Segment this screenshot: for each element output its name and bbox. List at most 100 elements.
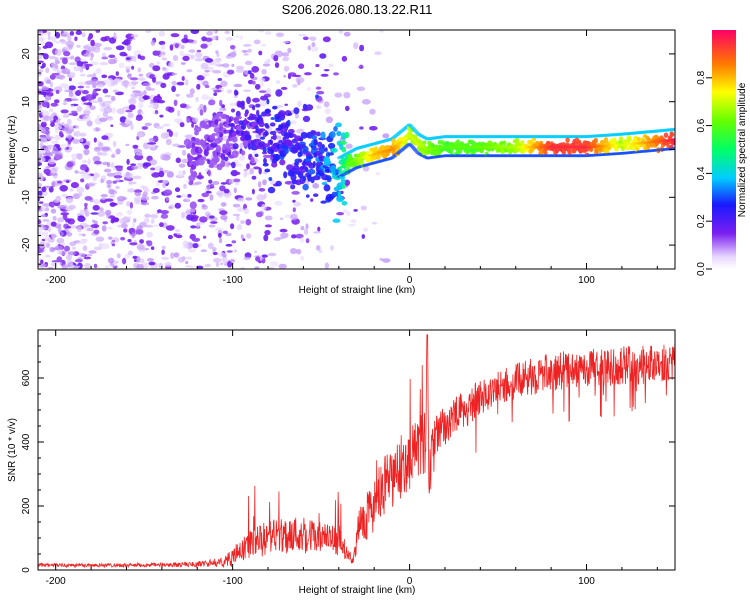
spectrogram-noise-blob xyxy=(40,31,44,37)
spectrogram-ridge-cell xyxy=(215,156,219,163)
spectrogram-ridge-cell xyxy=(302,175,307,182)
spectrogram-noise-blob xyxy=(70,98,79,101)
spectrogram-noise-blob xyxy=(66,232,73,237)
spectrogram-ridge-cell xyxy=(313,138,318,146)
spectrogram-noise-blob xyxy=(54,60,61,64)
spectrogram-noise-blob xyxy=(186,214,195,221)
spectrogram-noise-blob xyxy=(257,181,262,188)
spectrogram-noise-blob xyxy=(51,72,60,76)
spectrogram-noise-blob xyxy=(127,250,133,256)
spectrogram-noise-blob xyxy=(90,212,99,215)
spectrogram-noise-blob xyxy=(110,162,115,168)
spectrogram-noise-blob xyxy=(62,114,70,118)
spectrogram-noise-blob xyxy=(74,259,83,263)
spectrogram-noise-blob xyxy=(57,180,63,184)
spectrogram-noise-blob xyxy=(61,194,68,198)
spectrogram-noise-blob xyxy=(101,197,106,201)
spectrogram-noise-blob xyxy=(123,216,128,221)
spectrogram-noise-blob xyxy=(249,72,255,79)
spectrogram-noise-blob xyxy=(211,87,218,91)
spectrogram-noise-blob xyxy=(45,67,50,74)
spectrogram-noise-blob xyxy=(221,256,228,263)
spectrogram-ridge-cell xyxy=(543,150,548,155)
spectrogram-noise-blob xyxy=(90,61,99,66)
spectrogram-noise-blob xyxy=(149,99,154,105)
spectrogram-noise-blob xyxy=(229,51,237,58)
spectrogram-noise-blob xyxy=(57,227,62,233)
spectrogram-noise-blob xyxy=(49,81,54,88)
spectrogram-noise-blob xyxy=(63,99,67,103)
spectrogram-noise-blob xyxy=(240,234,244,240)
spectrogram-noise-blob xyxy=(140,111,144,115)
spectrogram-noise-blob xyxy=(137,54,141,59)
spectrogram-noise-blob xyxy=(116,253,121,259)
spectrogram-noise-blob xyxy=(72,138,80,145)
spectrogram-ridge-cell xyxy=(235,90,239,96)
spectrogram-noise-blob xyxy=(104,198,114,202)
spectrogram-noise-blob xyxy=(259,100,268,107)
spectrogram-noise-blob xyxy=(117,224,122,228)
spectrogram-ridge-cell xyxy=(264,130,268,136)
spectrogram-noise-blob xyxy=(201,94,209,101)
spectrogram-noise-blob xyxy=(226,69,235,75)
spectrogram-noise-blob xyxy=(185,79,189,86)
spectrogram-noise-blob xyxy=(148,137,155,143)
spectrogram-noise-blob xyxy=(264,229,271,236)
spectrogram-noise-blob xyxy=(159,114,164,118)
spectrogram-noise-blob xyxy=(69,31,75,36)
spectrogram-noise-blob xyxy=(353,42,359,50)
spectrogram-noise-blob xyxy=(69,71,76,77)
spectrogram-noise-blob xyxy=(83,102,89,105)
spectrogram-y-axis-label: Frequency (Hz) xyxy=(7,116,18,185)
spectrogram-noise-blob xyxy=(177,170,184,177)
spectrogram-ridge-cell xyxy=(256,109,260,117)
spectrogram-ridge-cell xyxy=(240,150,246,156)
spectrogram-noise-blob xyxy=(84,263,92,269)
spectrogram-noise-blob xyxy=(194,58,204,62)
spectrogram-noise-blob xyxy=(307,45,311,51)
spectrogram-noise-blob xyxy=(99,117,108,122)
spectrogram-noise-blob xyxy=(359,64,364,70)
spectrogram-noise-blob xyxy=(222,230,228,234)
spectrogram-noise-blob xyxy=(79,165,88,171)
spectrogram-noise-blob xyxy=(187,248,197,253)
spectrogram-ridge-cell xyxy=(287,119,291,127)
spectrogram-noise-blob xyxy=(180,44,185,50)
spectrogram-noise-blob xyxy=(68,62,77,66)
spectrogram-ridge-cell xyxy=(313,193,319,197)
spectrogram-noise-blob xyxy=(104,168,112,173)
spectrogram-noise-blob xyxy=(300,237,304,244)
spectrogram-noise-blob xyxy=(312,183,320,189)
spectrogram-noise-blob xyxy=(375,171,380,176)
spectrogram-noise-blob xyxy=(80,178,85,183)
spectrogram-noise-blob xyxy=(292,199,296,203)
spectrogram-noise-blob xyxy=(48,158,56,165)
spectrogram-noise-blob xyxy=(168,130,173,137)
spectrogram-ridge-cell xyxy=(264,168,271,173)
spectrogram-ridge-cell xyxy=(259,136,266,140)
spectrogram-noise-blob xyxy=(66,161,74,168)
spectrogram-noise-blob xyxy=(231,108,235,113)
spectrogram-noise-blob xyxy=(144,224,154,228)
spectrogram-noise-blob xyxy=(174,131,179,138)
spectrogram-noise-blob xyxy=(105,209,112,216)
spectrogram-noise-blob xyxy=(345,105,350,112)
spectrogram-noise-blob xyxy=(150,246,155,251)
spectrogram-ridge-cell xyxy=(264,112,272,117)
spectrogram-noise-blob xyxy=(42,130,50,135)
spectrogram-noise-blob xyxy=(136,225,143,231)
spectrogram-noise-blob xyxy=(128,98,137,105)
spectrogram-noise-blob xyxy=(119,116,127,123)
spectrogram-noise-blob xyxy=(261,43,267,47)
spectrogram-noise-blob xyxy=(163,169,170,174)
spectrogram-ridge-cell xyxy=(267,186,276,194)
spectrogram-noise-blob xyxy=(291,234,297,239)
spectrogram-noise-blob xyxy=(99,62,109,66)
spectrogram-noise-blob xyxy=(258,77,266,82)
spectrogram-noise-blob xyxy=(219,185,226,192)
spectrogram-noise-blob xyxy=(171,80,177,86)
spectrogram-noise-blob xyxy=(315,63,320,68)
spectrogram-noise-blob xyxy=(70,182,79,189)
spectrogram-ridge-cell xyxy=(312,130,317,136)
spectrogram-noise-blob xyxy=(183,183,187,189)
